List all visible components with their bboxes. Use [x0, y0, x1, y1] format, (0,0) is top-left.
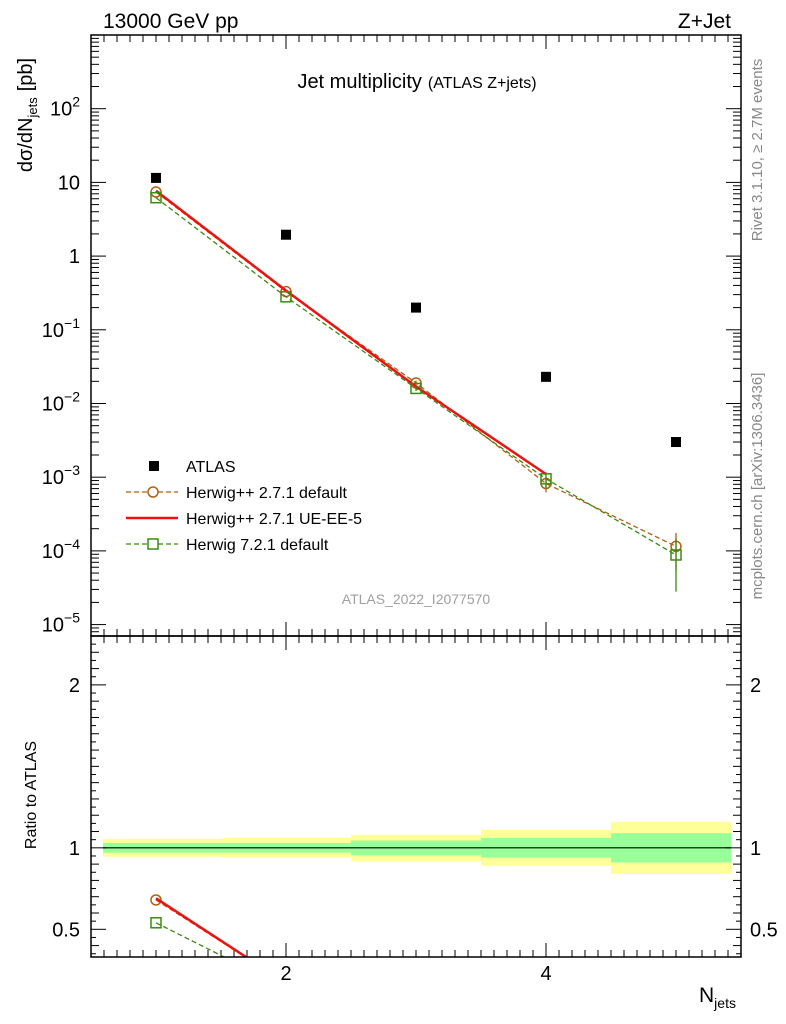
ratio-tick-label-right: 0.5 [750, 919, 778, 941]
y-tick-base: 10 [58, 172, 80, 194]
series-ratio-marker-square [150, 917, 162, 929]
y-tick-label: 10−4 [42, 536, 80, 563]
y-tick-label: 10−2 [42, 388, 80, 415]
series-ratio-line [155, 897, 249, 957]
ratio-tick-label-left: 0.5 [52, 919, 80, 941]
y-tick-label: 10−1 [42, 315, 80, 342]
y-tick-base: 10 [42, 541, 64, 563]
atlas-data-point [281, 229, 291, 240]
legend: ATLAS Herwig++ 2.7.1 default Herwig++ 2.7.… [126, 459, 362, 554]
y-tick-base: 10 [50, 99, 72, 121]
series-marker-square [410, 382, 422, 395]
atlas-data-point [411, 302, 421, 313]
series-marker-square [150, 191, 162, 204]
chart-title: Jet multiplicity (ATLAS Z+jets) [297, 71, 536, 93]
x-tick-label: 4 [540, 963, 551, 985]
ratio-tick-label-left: 2 [69, 675, 80, 697]
y-tick-base: 10 [42, 320, 64, 342]
series-layer [150, 186, 682, 957]
mcplots-label: mcplots.cern.ch [arXiv:1306.3436] [749, 373, 766, 600]
atlas-data-point [151, 172, 161, 183]
y-tick-exponent: 2 [72, 94, 80, 110]
data-layer [151, 172, 681, 448]
legend-marker-circle [147, 486, 159, 498]
y-tick-base: 10 [42, 615, 64, 637]
legend-label-atlas: ATLAS [186, 459, 236, 476]
atlas-data-point [671, 437, 681, 448]
rivet-label: Rivet 3.1.10, ≥ 2.7M events [749, 59, 766, 242]
legend-label: Herwig++ 2.7.1 default [186, 485, 348, 502]
x-axis-label: Njets [699, 984, 736, 1011]
y-tick-exponent: −3 [64, 462, 80, 478]
y-tick-base: 10 [42, 393, 64, 415]
series-marker-square [280, 291, 292, 303]
series-line [155, 189, 547, 476]
y-tick-label: 10 [58, 172, 80, 194]
y-axis-label: dσ/dNjets[pb] [15, 58, 40, 172]
legend-marker-square [147, 538, 159, 550]
analysis-id: ATLAS_2022_I2077570 [342, 591, 491, 607]
y-tick-label: 10−5 [42, 610, 80, 637]
series-ratio-marker-circle [150, 894, 162, 906]
y-tick-label: 10−3 [42, 462, 80, 489]
axis-ticks [91, 34, 741, 957]
y-tick-exponent: −4 [64, 536, 80, 552]
series-marker-square [670, 549, 682, 561]
ratio-tick-label-right: 2 [750, 675, 761, 697]
ratio-plot-frame [90, 635, 742, 958]
series-ratio-line [155, 922, 226, 957]
y-tick-base: 1 [69, 246, 80, 268]
y-tick-exponent: −5 [64, 610, 80, 626]
y-tick-label: 1 [69, 246, 80, 268]
y-tick-base: 10 [42, 467, 64, 489]
header-right: Z+Jet [678, 10, 731, 33]
ratio-uncertainty-bands [103, 821, 731, 874]
legend-label: Herwig 7.2.1 default [186, 537, 329, 554]
y-tick-exponent: −1 [64, 315, 80, 331]
y-tick-exponent: −2 [64, 388, 80, 404]
atlas-data-point [541, 371, 551, 382]
series-marker-square [540, 473, 552, 485]
legend-marker-atlas [149, 461, 159, 471]
x-tick-label: 2 [280, 963, 291, 985]
ratio-tick-label-left: 1 [69, 838, 80, 860]
header-left: 13000 GeV pp [103, 10, 238, 33]
ratio-y-axis-label: Ratio to ATLAS [23, 741, 40, 849]
legend-label: Herwig++ 2.7.1 UE-EE-5 [186, 511, 362, 528]
ratio-tick-label-right: 1 [750, 838, 761, 860]
y-tick-label: 102 [50, 94, 80, 121]
